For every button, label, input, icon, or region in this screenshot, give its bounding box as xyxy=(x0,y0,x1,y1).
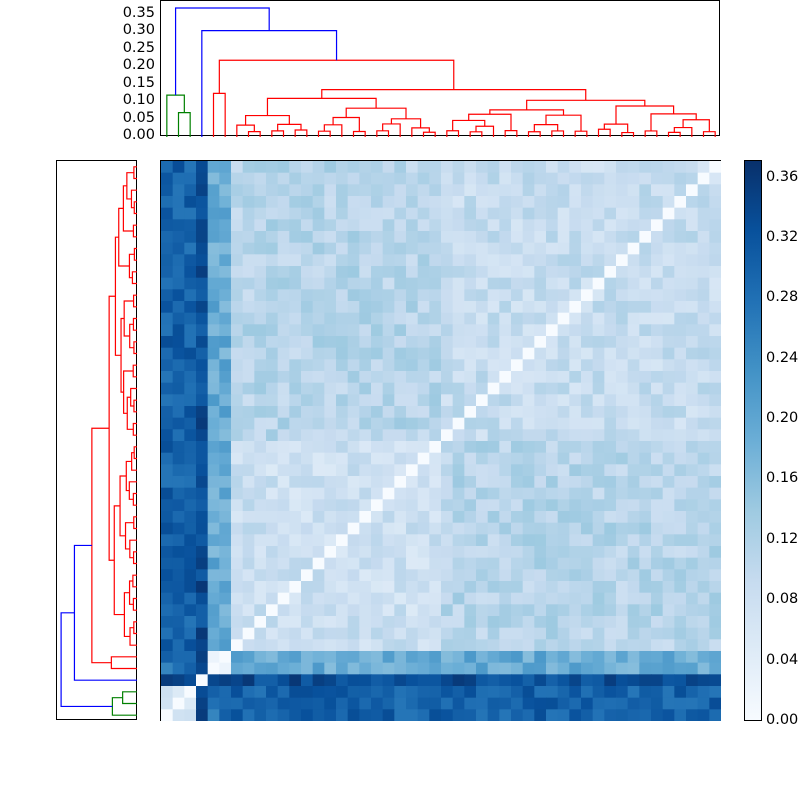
heatmap-matrix xyxy=(160,160,721,721)
left-dendrogram-lines xyxy=(60,166,137,716)
colorbar-tick-label: 0.28 xyxy=(766,289,799,306)
y-tick-label: 0.10 xyxy=(122,92,155,109)
colorbar-tick-label: 0.04 xyxy=(766,651,799,668)
y-tick-label: 0.25 xyxy=(122,39,155,56)
top-dendrogram-lines xyxy=(166,7,716,137)
left-dendrogram xyxy=(56,160,137,720)
colorbar-tick-label: 0.20 xyxy=(766,410,799,427)
top-dendrogram xyxy=(160,0,720,137)
y-tick-label: 0.05 xyxy=(122,109,155,126)
y-tick-label: 0.35 xyxy=(122,4,155,21)
colorbar-tick-label: 0.08 xyxy=(766,591,799,608)
y-tick-label: 0.30 xyxy=(122,22,155,39)
y-tick-label: 0.00 xyxy=(122,127,155,143)
y-tick-label: 0.15 xyxy=(122,74,155,91)
colorbar-tick-label: 0.12 xyxy=(766,530,799,547)
colorbar-tick-label: 0.32 xyxy=(766,228,799,245)
colorbar-tick-label: 0.00 xyxy=(766,712,799,728)
y-tick-label: 0.20 xyxy=(122,57,155,74)
heatmap-cells xyxy=(161,161,721,721)
colorbar-tick-label: 0.16 xyxy=(766,470,799,487)
colorbar-tick-label: 0.24 xyxy=(766,349,799,366)
colorbar-tick-label: 0.36 xyxy=(766,168,799,185)
colorbar xyxy=(744,160,762,721)
